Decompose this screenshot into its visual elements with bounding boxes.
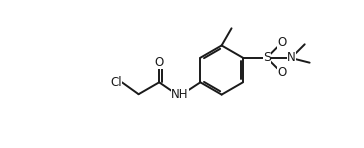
Text: S: S <box>263 51 271 64</box>
Text: Cl: Cl <box>111 76 122 89</box>
Text: N: N <box>287 51 296 64</box>
Text: O: O <box>277 66 286 79</box>
Text: O: O <box>155 56 164 69</box>
Text: O: O <box>277 36 286 49</box>
Text: NH: NH <box>171 88 189 101</box>
